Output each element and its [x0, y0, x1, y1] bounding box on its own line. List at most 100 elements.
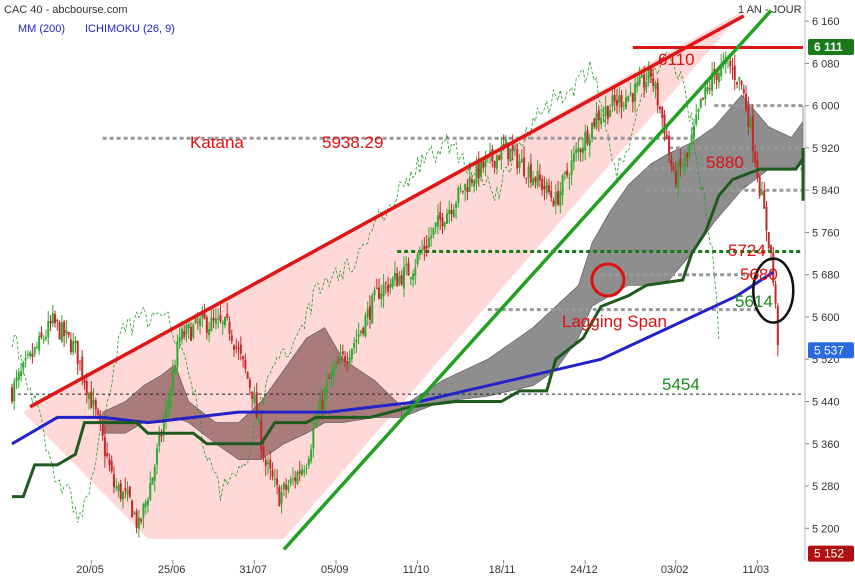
candle: [366, 308, 369, 318]
candle: [518, 161, 521, 168]
candle: [42, 339, 45, 341]
candle: [101, 424, 104, 436]
candle: [559, 191, 562, 206]
candle: [357, 334, 360, 337]
candle: [554, 191, 557, 205]
y-tick-label: 6 160: [812, 16, 840, 28]
x-tick-label: 11/03: [742, 564, 769, 576]
candle: [24, 358, 27, 361]
lagging-span: [11, 51, 720, 523]
candle: [588, 139, 591, 147]
candle: [602, 114, 605, 116]
candle: [720, 64, 723, 77]
candle: [584, 132, 587, 151]
candle: [115, 487, 118, 489]
candle: [276, 478, 279, 485]
candle: [106, 453, 109, 457]
candle: [151, 477, 154, 485]
candle: [742, 88, 745, 94]
candle: [448, 209, 451, 215]
candle: [81, 356, 84, 378]
badge-low-bg: [808, 545, 854, 562]
candle: [683, 156, 686, 167]
candle: [482, 161, 485, 168]
candle: [26, 354, 29, 356]
candle: [670, 158, 673, 167]
candle: [180, 328, 183, 340]
y-tick-label: 5 760: [812, 227, 840, 239]
annotation-5938: 5938.29: [322, 133, 383, 152]
candle: [640, 74, 643, 78]
annotation-5614: 5614: [735, 292, 773, 311]
candle: [520, 158, 523, 163]
candle: [754, 151, 757, 163]
candle: [658, 106, 661, 110]
candle: [389, 283, 392, 288]
candle: [504, 139, 507, 148]
candle: [257, 417, 260, 421]
candle: [450, 210, 453, 214]
candle: [702, 97, 705, 100]
candle: [577, 148, 580, 153]
candle: [656, 82, 659, 106]
candle: [230, 335, 233, 342]
y-tick-label: 6 000: [812, 101, 840, 113]
y-tick-label: 5 920: [812, 143, 840, 155]
candle: [643, 74, 646, 88]
candle: [697, 109, 700, 113]
candle: [103, 437, 106, 457]
candle: [278, 486, 281, 507]
candle: [248, 379, 251, 388]
candle: [407, 262, 410, 276]
legend-ma200: MM (200): [18, 23, 65, 35]
candle: [776, 306, 779, 346]
candle: [495, 155, 498, 169]
candle: [17, 372, 20, 380]
candle: [432, 227, 435, 235]
candle: [40, 332, 43, 338]
candle: [511, 144, 514, 151]
candle: [51, 312, 54, 324]
candle: [144, 501, 147, 508]
candle: [296, 472, 299, 484]
candle: [733, 65, 736, 81]
candle: [208, 328, 211, 336]
candle: [310, 449, 313, 462]
candle: [459, 188, 462, 190]
candle: [47, 321, 50, 338]
x-axis-ticks: 20/05 25/06 31/07 05/09 11/10 18/11 24/12 03/02…: [76, 560, 769, 576]
highlight-marks: [590, 257, 795, 324]
candle: [575, 149, 578, 154]
candle: [158, 434, 161, 446]
candle: [330, 371, 333, 379]
candle: [97, 410, 100, 415]
candle: [226, 313, 229, 318]
candle: [253, 395, 256, 403]
candle: [56, 319, 59, 322]
candle: [468, 176, 471, 192]
candle: [212, 318, 215, 321]
candle: [78, 360, 81, 362]
candle: [751, 115, 754, 152]
candle: [196, 321, 199, 323]
candle: [169, 390, 172, 405]
candle: [332, 369, 335, 376]
candle: [545, 182, 548, 194]
badge-ma200: 5 537: [814, 343, 844, 357]
candle: [255, 392, 258, 418]
candle: [668, 135, 671, 155]
candle: [745, 93, 748, 110]
candle: [133, 512, 136, 514]
candle: [242, 356, 245, 360]
candle: [239, 344, 242, 354]
candle: [171, 370, 174, 389]
candle: [452, 209, 455, 218]
candle: [289, 479, 292, 484]
candle: [319, 398, 322, 415]
candle: [597, 110, 600, 121]
candle: [688, 146, 691, 157]
candle: [509, 148, 512, 162]
badge-top-bg: [808, 39, 854, 56]
candle: [235, 347, 238, 349]
